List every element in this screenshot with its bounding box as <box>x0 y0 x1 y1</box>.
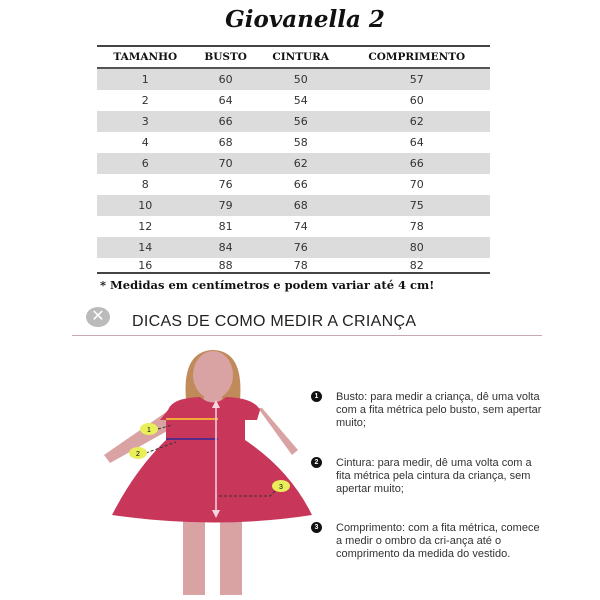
table-cell: 68 <box>293 199 308 212</box>
table-row: 6 70 62 66 <box>97 153 490 174</box>
header-tamanho: TAMANHO <box>113 51 178 63</box>
table-cell: 12 <box>138 220 153 233</box>
tip-busto: 1 Busto: para medir a criança, dê uma vo… <box>311 391 548 430</box>
tip-comprimento: 3 Comprimento: com a fita métrica, comec… <box>311 522 548 561</box>
header-comprimento: COMPRIMENTO <box>368 51 466 63</box>
left-arm <box>104 408 178 463</box>
table-cell: 2 <box>141 94 149 107</box>
table-cell: 79 <box>218 199 233 212</box>
table-cell: 82 <box>409 258 424 272</box>
number-badge-icon: 1 <box>311 391 322 402</box>
svg-text:3: 3 <box>279 484 283 491</box>
table-cell: 8 <box>141 178 149 191</box>
table-cell: 78 <box>293 258 308 272</box>
table-cell: 64 <box>409 136 424 149</box>
header-cintura: CINTURA <box>272 51 330 63</box>
table-row: 4 68 58 64 <box>97 132 490 153</box>
table-row: 14 84 76 80 <box>97 237 490 258</box>
svg-text:1: 1 <box>147 427 151 434</box>
table-cell: 64 <box>218 94 233 107</box>
table-cell: 1 <box>141 73 149 86</box>
table-cell: 81 <box>218 220 233 233</box>
number-badge-icon: 2 <box>311 457 322 468</box>
table-cell: 50 <box>293 73 308 86</box>
table-cell: 76 <box>218 178 233 191</box>
table-cell: 3 <box>141 115 149 128</box>
table-cell: 68 <box>218 136 233 149</box>
table-cell: 66 <box>409 157 424 170</box>
table-cell: 60 <box>409 94 424 107</box>
dress <box>112 397 312 523</box>
table-cell: 16 <box>138 258 153 272</box>
table-row: 16 88 78 82 <box>97 258 490 273</box>
x-circle-icon: ✕ <box>86 307 110 327</box>
left-leg <box>183 510 205 595</box>
right-leg <box>220 510 242 595</box>
marker-bust: 1 <box>140 423 158 435</box>
table-cell: 57 <box>409 73 424 86</box>
table-row: 1 60 50 57 <box>97 68 490 90</box>
table-cell: 80 <box>409 241 424 254</box>
section-divider <box>72 335 542 336</box>
face <box>193 351 233 399</box>
table-cell: 76 <box>293 241 308 254</box>
table-cell: 70 <box>218 157 233 170</box>
table-row: 3 66 56 62 <box>97 111 490 132</box>
size-table: TAMANHO BUSTO CINTURA COMPRIMENTO 1 60 50 5… <box>97 45 490 274</box>
table-cell: 75 <box>409 199 424 212</box>
table-header-row: TAMANHO BUSTO CINTURA COMPRIMENTO <box>97 46 490 68</box>
table-cell: 10 <box>138 199 153 212</box>
table-cell: 78 <box>409 220 424 233</box>
page-title: Giovanella 2 <box>225 6 385 33</box>
svg-text:2: 2 <box>136 451 140 458</box>
table-row: 10 79 68 75 <box>97 195 490 216</box>
table-cell: 56 <box>293 115 308 128</box>
marker-length: 3 <box>272 480 290 492</box>
measurement-note: * Medidas em centímetros e podem variar … <box>100 278 435 292</box>
table-cell: 60 <box>218 73 233 86</box>
marker-waist: 2 <box>129 447 147 459</box>
table-cell: 74 <box>293 220 308 233</box>
table-row: 12 81 74 78 <box>97 216 490 237</box>
table-cell: 66 <box>293 178 308 191</box>
table-cell: 88 <box>218 258 233 272</box>
table-cell: 70 <box>409 178 424 191</box>
table-cell: 62 <box>409 115 424 128</box>
table-cell: 84 <box>218 241 233 254</box>
table-cell: 62 <box>293 157 308 170</box>
section-title: DICAS DE COMO MEDIR A CRIANÇA <box>132 313 417 330</box>
table-cell: 14 <box>138 241 153 254</box>
table-cell: 66 <box>218 115 233 128</box>
number-badge-icon: 3 <box>311 522 322 533</box>
tip-cintura: 2 Cintura: para medir, dê uma volta com … <box>311 457 548 496</box>
right-arm <box>258 408 298 455</box>
table-row: 2 64 54 60 <box>97 90 490 111</box>
header-busto: BUSTO <box>204 51 247 63</box>
table-cell: 4 <box>141 136 149 149</box>
table-cell: 54 <box>293 94 308 107</box>
table-row: 8 76 66 70 <box>97 174 490 195</box>
table-cell: 58 <box>293 136 308 149</box>
table-cell: 6 <box>141 157 149 170</box>
